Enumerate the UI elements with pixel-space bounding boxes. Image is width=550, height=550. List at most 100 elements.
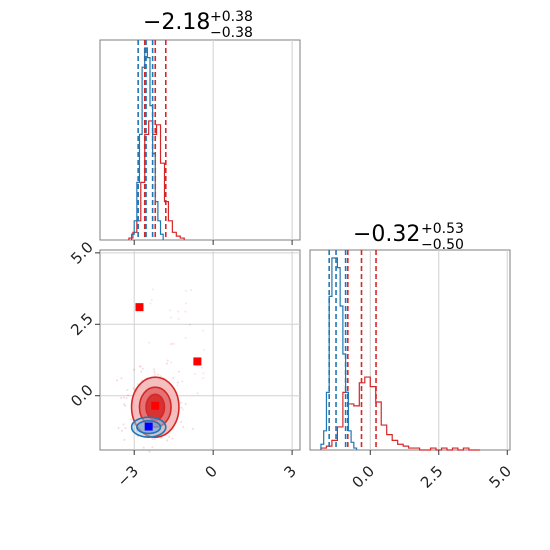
scatter-point [202, 329, 205, 332]
scatter-point [176, 384, 179, 387]
scatter-point [135, 430, 138, 433]
scatter-point [127, 394, 130, 397]
scatter-point [171, 342, 174, 345]
scatter-point [140, 370, 143, 373]
scatter-point [188, 323, 191, 326]
scatter-point [173, 342, 176, 345]
x-tick-label: 0 [202, 462, 221, 481]
scatter-point [194, 373, 197, 376]
scatter-point [182, 408, 185, 411]
panel-bottom-right-histograms [320, 250, 480, 451]
scatter-point [177, 370, 180, 373]
scatter-point [202, 372, 205, 375]
title-param2-median: −0.32 [353, 222, 420, 247]
scatter-point [116, 379, 119, 382]
scatter-point [120, 429, 123, 432]
scatter-point [196, 392, 199, 395]
title-param1: −2.18 +0.38 −0.38 [143, 9, 253, 41]
scatter-point [184, 310, 187, 313]
panel-bottom-left-frame [99, 249, 301, 451]
x-tick-label: 5.0 [485, 462, 515, 492]
title-param1-median: −2.18 [143, 10, 210, 35]
scatter-point [184, 302, 187, 305]
title-param2-plus: +0.53 [421, 221, 464, 237]
panel-bottom-left-markers [135, 303, 202, 431]
scatter-point [159, 375, 162, 378]
truth-marker [193, 357, 202, 366]
scatter-point [150, 298, 153, 301]
scatter-point [153, 437, 156, 440]
truth-marker [135, 303, 144, 312]
scatter-point [160, 436, 163, 439]
scatter-point [132, 368, 135, 371]
scatter-point [122, 423, 125, 426]
panel-bottom-right-grid [369, 250, 508, 450]
scatter-point [153, 373, 156, 376]
scatter-point [184, 337, 187, 340]
scatter-point [123, 438, 126, 441]
scatter-point [141, 367, 144, 370]
scatter-point [170, 361, 173, 364]
title-param2-minus: −0.50 [421, 237, 464, 253]
scatter-point [177, 317, 180, 320]
x-tick-label: −3 [114, 462, 142, 490]
scatter-point [120, 377, 123, 380]
scatter-point [151, 437, 154, 440]
scatter-point [180, 421, 183, 424]
scatter-point [165, 362, 168, 365]
title-param2: −0.32 +0.53 −0.50 [353, 221, 464, 253]
scatter-point [166, 439, 169, 442]
y-tick-label: 0.0 [67, 381, 97, 411]
truth-marker [151, 401, 160, 410]
panel-bottom-right-frame [309, 249, 511, 451]
scatter-point [180, 406, 183, 409]
scatter-point [125, 397, 128, 400]
scatter-point [169, 343, 172, 346]
scatter-point [117, 427, 120, 430]
scatter-point [172, 376, 175, 379]
scatter-point [192, 427, 195, 430]
scatter-point [184, 402, 187, 405]
panel-top-left-frame [99, 39, 301, 241]
scatter-point [123, 403, 126, 406]
scatter-point [148, 450, 151, 453]
title-param1-minus: −0.38 [210, 25, 253, 41]
title-param1-plus: +0.38 [210, 9, 253, 25]
scatter-point [181, 380, 184, 383]
scatter-point [149, 302, 152, 305]
scatter-point [176, 381, 179, 384]
scatter-point [139, 365, 142, 368]
scatter-point [157, 373, 160, 376]
scatter-point [142, 446, 145, 449]
scatter-point [138, 365, 141, 368]
scatter-point [153, 368, 156, 371]
scatter-point [182, 425, 185, 428]
scatter-point [179, 401, 182, 404]
scatter-point [166, 359, 169, 362]
x-tick-label: 0.0 [349, 462, 379, 492]
scatter-point [130, 418, 133, 421]
scatter-point [132, 387, 135, 390]
truth-marker [144, 422, 153, 431]
panel-top-left-grid [212, 40, 293, 240]
scatter-point [147, 341, 150, 344]
scatter-point [170, 316, 173, 319]
x-tick-label: 3 [280, 462, 299, 481]
y-tick-label: 5.0 [67, 238, 97, 268]
scatter-point [120, 396, 123, 399]
scatter-point [124, 427, 127, 430]
scatter-point [126, 388, 129, 391]
scatter-point [171, 437, 174, 440]
histogram-series-0 [128, 120, 185, 240]
scatter-point [169, 309, 172, 312]
scatter-point [200, 366, 203, 369]
scatter-point [202, 376, 205, 379]
histogram-series-1 [130, 47, 164, 240]
scatter-point [153, 371, 156, 374]
scatter-point [177, 310, 180, 313]
scatter-point [168, 435, 171, 438]
scatter-point [151, 288, 154, 291]
y-tick-label: 2.5 [67, 309, 97, 339]
scatter-point [124, 404, 127, 407]
